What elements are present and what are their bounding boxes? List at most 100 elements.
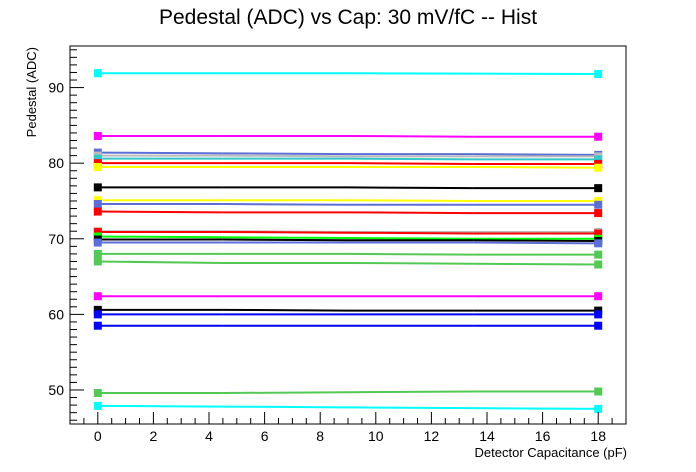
series-8-segment [347, 199, 474, 202]
series-2-segment [222, 152, 349, 156]
series-15-segment [473, 241, 599, 245]
series-4-segment [347, 157, 474, 161]
series-1-segment [347, 134, 474, 138]
series-4-marker [594, 155, 603, 164]
x-tick-label: 14 [479, 428, 495, 444]
series-23-segment [222, 405, 349, 409]
series-21-marker [594, 321, 603, 330]
series-12-segment [347, 231, 474, 235]
series-18-marker [93, 292, 102, 301]
series-9-segment [222, 203, 349, 206]
series-14-segment [222, 238, 349, 242]
series-13-segment [347, 237, 474, 240]
series-13-segment [97, 235, 223, 239]
axes-layer: 0 2 4 6 8 10 12 14 16 18 50 60 70 80 90 [48, 45, 627, 444]
x-tick-label: 6 [261, 428, 269, 444]
series-10-segment [347, 211, 474, 215]
series-8 [93, 196, 603, 205]
series-22 [93, 387, 603, 397]
plot-frame [69, 45, 627, 425]
series-17-marker [93, 257, 102, 266]
series-4 [93, 154, 603, 164]
series-21 [93, 321, 603, 330]
series-21-marker [93, 321, 102, 330]
series-17-segment [347, 261, 474, 265]
series-7-marker [93, 183, 102, 192]
series-6 [93, 162, 603, 172]
series-0 [93, 69, 603, 78]
series-17 [93, 257, 603, 269]
x-tick-label: 16 [535, 428, 551, 444]
series-15-marker [594, 239, 603, 248]
x-tick-label: 8 [316, 428, 324, 444]
series-15-marker [93, 238, 102, 247]
series-10 [93, 207, 603, 218]
series-12-marker [93, 227, 102, 236]
series-19 [93, 305, 603, 315]
series-12-segment [222, 230, 349, 234]
y-axis-label: Pedestal (ADC) [24, 47, 39, 137]
series-16-segment [347, 252, 474, 256]
series-16-marker [93, 249, 102, 258]
series-23-marker [594, 404, 603, 413]
series-23 [93, 401, 603, 413]
series-6-marker [93, 162, 102, 171]
series-14-segment [473, 239, 599, 243]
series-10-segment [97, 210, 223, 214]
series-19-marker [93, 305, 102, 314]
x-tick-label: 0 [94, 428, 102, 444]
series-0-marker [93, 69, 102, 78]
series-9 [93, 200, 603, 209]
y-tick-label: 90 [48, 80, 64, 96]
series-20-marker [594, 310, 603, 319]
series-19-segment [222, 308, 349, 312]
series-20 [93, 310, 603, 319]
series-9-marker [93, 200, 102, 208]
series-23-segment [347, 406, 474, 410]
series-1 [93, 131, 603, 141]
series-20-marker [93, 310, 102, 319]
series-23-marker [93, 401, 102, 410]
series-7-segment [347, 186, 474, 190]
series-9-marker [594, 200, 603, 209]
series-12 [93, 227, 603, 238]
series-1-marker [93, 131, 102, 140]
series-6-marker [594, 163, 603, 172]
x-tick-label: 10 [368, 428, 384, 444]
series-2-segment [97, 151, 223, 155]
series-layer [93, 69, 603, 413]
series-18-marker [594, 292, 603, 301]
series-7-marker [594, 184, 603, 193]
series-17-segment [473, 262, 599, 266]
series-16-marker [594, 250, 603, 259]
x-tick-label: 12 [424, 428, 440, 444]
series-0-marker [594, 69, 603, 78]
series-3-segment [222, 154, 349, 158]
series-10-marker [594, 209, 603, 218]
series-12-marker [594, 229, 603, 238]
series-10-marker [93, 207, 102, 216]
x-tick-label: 2 [150, 428, 158, 444]
series-4-marker [93, 154, 102, 163]
series-1-marker [594, 132, 603, 141]
y-tick-label: 50 [48, 382, 64, 398]
y-tick-label: 60 [48, 306, 64, 322]
series-2-segment [473, 153, 599, 156]
series-23-segment [97, 404, 223, 408]
series-17-segment [97, 260, 223, 264]
series-23-segment [473, 407, 599, 410]
x-tick-label: 18 [590, 428, 606, 444]
series-17-marker [594, 260, 603, 269]
series-15 [93, 238, 603, 248]
series-22-marker [594, 387, 603, 396]
series-22-segment [347, 390, 474, 394]
y-tick-label: 80 [48, 155, 64, 171]
chart-title: Pedestal (ADC) vs Cap: 30 mV/fC -- Hist [159, 6, 537, 29]
series-13-segment [222, 236, 349, 240]
x-tick-label: 4 [205, 428, 213, 444]
series-16 [93, 249, 603, 259]
y-tick-label: 70 [48, 231, 64, 247]
series-22-segment [222, 391, 349, 394]
